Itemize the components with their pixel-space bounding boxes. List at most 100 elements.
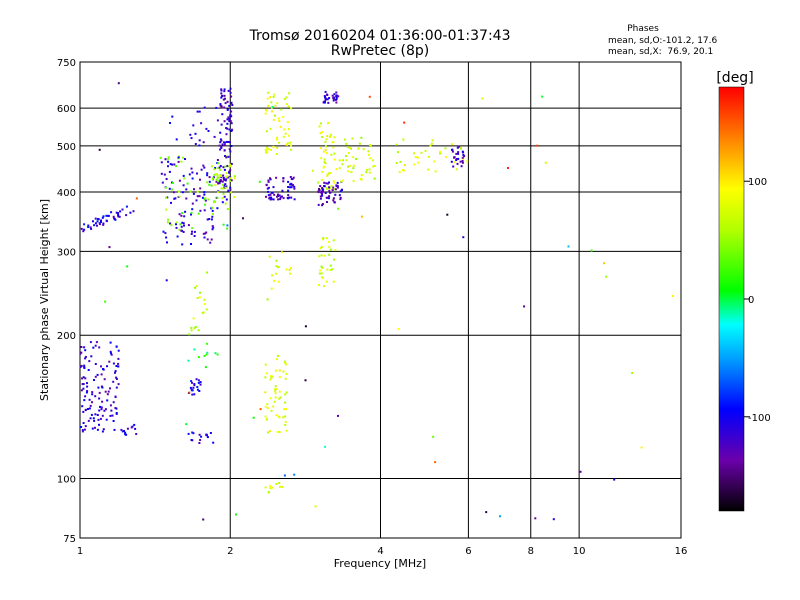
data-point [229, 169, 232, 172]
data-point [333, 258, 336, 261]
data-point [273, 400, 276, 403]
data-point [220, 92, 223, 95]
data-point [352, 164, 355, 167]
data-point [229, 186, 232, 189]
data-point [190, 167, 193, 170]
data-point [226, 100, 229, 103]
data-point [325, 152, 328, 154]
data-point [206, 218, 209, 221]
x-tick-label: 16 [675, 546, 688, 557]
data-point [220, 139, 223, 142]
data-point [368, 171, 371, 174]
data-point [115, 211, 118, 214]
data-point [99, 417, 102, 420]
data-point [190, 380, 193, 383]
data-point [227, 89, 230, 92]
data-point [271, 274, 274, 277]
data-point [321, 170, 324, 173]
data-point [198, 390, 201, 392]
data-point [268, 430, 271, 432]
data-point [105, 214, 108, 217]
data-point [270, 196, 273, 199]
data-point [135, 197, 138, 200]
data-point [226, 127, 229, 130]
data-point [224, 178, 227, 181]
data-point [177, 156, 180, 159]
data-point [321, 188, 324, 191]
data-point [210, 207, 213, 210]
data-point [358, 142, 361, 145]
data-point [333, 93, 336, 96]
data-point [221, 201, 224, 204]
data-point [322, 238, 324, 241]
data-point [264, 151, 267, 154]
data-point [98, 409, 101, 412]
data-point [230, 102, 233, 105]
data-point [120, 428, 123, 431]
data-point [266, 418, 268, 421]
data-point [199, 209, 202, 212]
data-point [79, 366, 82, 368]
data-point [324, 162, 327, 165]
data-point [333, 136, 336, 139]
data-point [221, 94, 224, 97]
data-point [171, 163, 174, 166]
data-point [112, 401, 115, 404]
data-point [360, 174, 363, 177]
data-point [201, 312, 204, 315]
data-point [339, 196, 342, 199]
data-point [267, 190, 270, 193]
data-point [352, 180, 355, 183]
data-point [332, 146, 335, 149]
data-point [322, 237, 325, 240]
data-point [288, 268, 291, 271]
data-point [321, 266, 324, 269]
data-point [195, 285, 198, 288]
data-point [223, 143, 226, 146]
data-point [114, 370, 117, 373]
data-point [459, 146, 462, 149]
data-point [321, 191, 324, 194]
data-point [215, 178, 218, 181]
data-point [230, 122, 233, 125]
data-point [267, 148, 270, 151]
data-point [181, 229, 184, 232]
data-point [216, 167, 219, 170]
data-point [523, 305, 526, 308]
data-point [203, 193, 206, 196]
data-point [273, 193, 276, 196]
data-point [332, 280, 335, 283]
data-point [223, 168, 226, 171]
data-point [180, 160, 183, 163]
data-point [193, 393, 196, 396]
data-point [199, 291, 201, 294]
data-point [190, 439, 193, 441]
data-point [446, 213, 449, 216]
data-point [287, 186, 290, 188]
data-point [368, 153, 370, 156]
data-point [82, 387, 85, 390]
y-tick-label: 100 [57, 475, 76, 486]
data-point [324, 445, 327, 448]
data-point [200, 122, 203, 125]
data-point [175, 165, 178, 168]
chart-subtitle: RwPretec (8p) [331, 43, 429, 59]
data-point [115, 376, 118, 379]
data-point [192, 432, 195, 435]
data-point [85, 391, 88, 394]
data-point [115, 365, 118, 367]
data-point [269, 127, 272, 130]
data-point [181, 243, 184, 246]
data-point [229, 177, 232, 180]
data-point [187, 224, 190, 227]
data-point [360, 215, 363, 218]
data-point [275, 265, 278, 268]
data-point [368, 168, 371, 171]
data-point [198, 296, 201, 299]
data-point [276, 102, 279, 105]
data-point [205, 433, 208, 436]
data-point [269, 378, 272, 381]
data-point [81, 430, 84, 433]
data-point [399, 160, 402, 163]
data-point [117, 213, 120, 216]
